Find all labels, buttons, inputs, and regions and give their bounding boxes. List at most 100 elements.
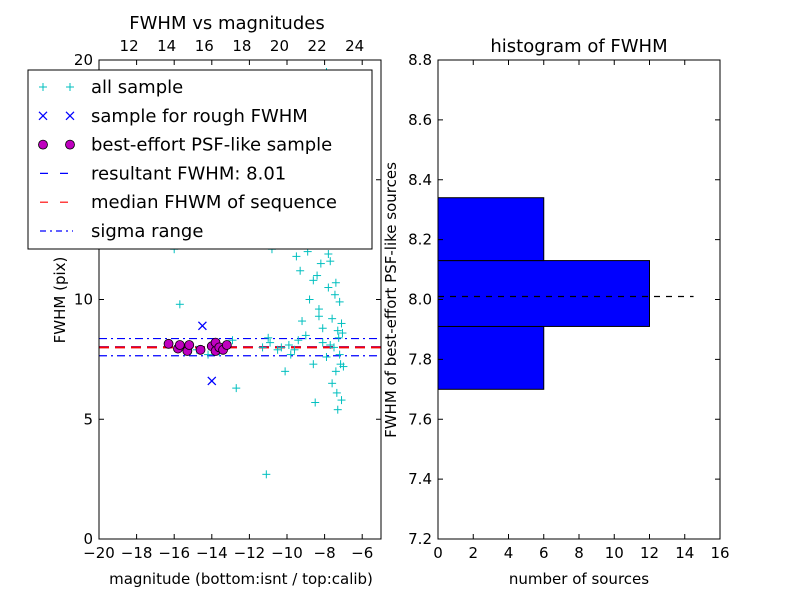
legend-label: median FHWM of sequence [91, 192, 337, 213]
all-sample-point [334, 333, 343, 342]
all-sample-point [333, 326, 342, 335]
y-tick-label: 5 [83, 410, 93, 428]
right-x-axis-label: number of sources [509, 570, 649, 588]
all-sample-point [284, 341, 293, 350]
top-tick-label: 16 [195, 37, 214, 55]
all-sample-point [232, 384, 241, 393]
all-sample-point [175, 300, 184, 309]
legend-label: best-effort PSF-like sample [91, 135, 332, 156]
all-sample-point [277, 343, 286, 352]
legend-x-b [38, 111, 48, 121]
all-sample-point [309, 276, 318, 285]
left-plot-content [99, 67, 381, 479]
left-x-axis-label: magnitude (bottom:isnt / top:calib) [109, 570, 373, 588]
top-tick-label: 14 [157, 37, 176, 55]
all-sample-point [301, 331, 310, 340]
right-y-axis-label: FWHM of best-effort PSF-like sources [382, 162, 400, 438]
all-sample-point [324, 283, 333, 292]
fwhm-vs-magnitude-chart: FWHM vs magnitudes −20 −18 −16 −14 −12 −10 −8−… [27, 13, 382, 588]
fwhm-histogram-chart: histogram of FWHM 0 2 4 6 8 10 12 14 16 7.2 7.4 7.6… [382, 36, 730, 588]
legend-x-b [65, 111, 75, 121]
all-sample-point [322, 352, 331, 361]
y-tick-label: 7.4 [408, 470, 432, 488]
top-tick-label: 20 [270, 37, 289, 55]
legend-entry: median FHWM of sequence [40, 192, 337, 213]
all-sample-point [290, 345, 299, 354]
all-sample-point [228, 336, 237, 345]
y-tick-label: 8.2 [408, 231, 432, 249]
x-tick-label: 2 [468, 544, 478, 562]
psf-sample-point [195, 344, 206, 355]
y-tick-label: 7.6 [408, 410, 432, 428]
all-sample-point [305, 295, 314, 304]
all-sample-point [332, 388, 341, 397]
right-chart-title: histogram of FWHM [490, 36, 667, 57]
y-tick-label: 8.8 [408, 51, 432, 69]
all-sample-point [262, 470, 271, 479]
y-tick-label: 8.6 [408, 111, 432, 129]
legend-entry: sample for rough FWHM [38, 106, 308, 127]
legend-dot [38, 139, 48, 150]
all-sample-point [328, 314, 337, 323]
legend-label: resultant FWHM: 8.01 [91, 163, 286, 184]
all-sample-point [298, 317, 307, 326]
y-tick-label: 7.2 [408, 530, 432, 548]
x-tick-label: 14 [675, 544, 694, 562]
all-sample-point [258, 343, 267, 352]
all-sample-point [294, 336, 303, 345]
x-b [207, 376, 217, 386]
x-tick-label: 0 [433, 544, 443, 562]
right-plot-area [437, 59, 721, 540]
left-axis-ticks: −20−18−16−14−12−10−8−6051015201214161820… [74, 37, 381, 562]
all-sample-point [296, 266, 305, 275]
legend-label: sample for rough FWHM [91, 106, 308, 127]
all-sample-point [309, 360, 318, 369]
all-sample-point [331, 278, 340, 287]
x-tick-label: −10 [271, 544, 303, 562]
legend-label: all sample [91, 77, 183, 98]
all-sample-point [335, 297, 344, 306]
y-tick-label: 10 [74, 291, 93, 309]
all-sample-point [324, 249, 333, 258]
x-tick-label: −16 [158, 544, 190, 562]
all-sample-point [337, 319, 346, 328]
x-tick-label: −18 [121, 544, 153, 562]
all-sample-point [333, 405, 342, 414]
psf-sample-point [163, 338, 174, 349]
all-sample-point [316, 259, 325, 268]
all-sample-point [264, 333, 273, 342]
legend-label: sigma range [91, 221, 203, 242]
all-sample-point [314, 305, 323, 314]
rough-sample-point [207, 376, 217, 386]
all-sample-point [204, 350, 213, 359]
left-chart-title: FWHM vs magnitudes [129, 13, 324, 34]
all-sample-point [313, 271, 322, 280]
top-tick-label: 18 [232, 37, 251, 55]
all-sample-point [328, 379, 337, 388]
histogram-bar [437, 260, 650, 327]
all-sample-point [292, 252, 301, 261]
x-tick-label: 6 [539, 544, 549, 562]
y-tick-label: 7.8 [408, 350, 432, 368]
legend-entry: resultant FWHM: 8.01 [40, 163, 286, 184]
all-sample-point [331, 367, 340, 376]
legend-entry: sigma range [40, 221, 203, 242]
histogram-bar [437, 197, 545, 262]
x-tick-label: 12 [640, 544, 659, 562]
all-sample-point [266, 338, 275, 347]
y-tick-label: 8.4 [408, 171, 432, 189]
left-y-axis-label: FWHM (pix) [51, 257, 69, 344]
left-legend: all sample sample for rough FWHM best-effo… [27, 69, 373, 250]
legend-entry: all sample [39, 77, 183, 98]
x-tick-label: −12 [234, 544, 266, 562]
all-sample-point [311, 398, 320, 407]
y-tick-label: 0 [83, 530, 93, 548]
legend-entry: best-effort PSF-like sample [38, 135, 332, 156]
all-sample-point [339, 362, 348, 371]
all-sample-point [326, 257, 335, 266]
all-sample-point [337, 396, 346, 405]
y-tick-label: 8.0 [408, 291, 432, 309]
right-axis-ticks: 0 2 4 6 8 10 12 14 16 7.2 7.4 7.6 7.8 8.0 8.2 8.4 8.6 8.8 [408, 51, 729, 562]
all-sample-point [338, 329, 347, 338]
